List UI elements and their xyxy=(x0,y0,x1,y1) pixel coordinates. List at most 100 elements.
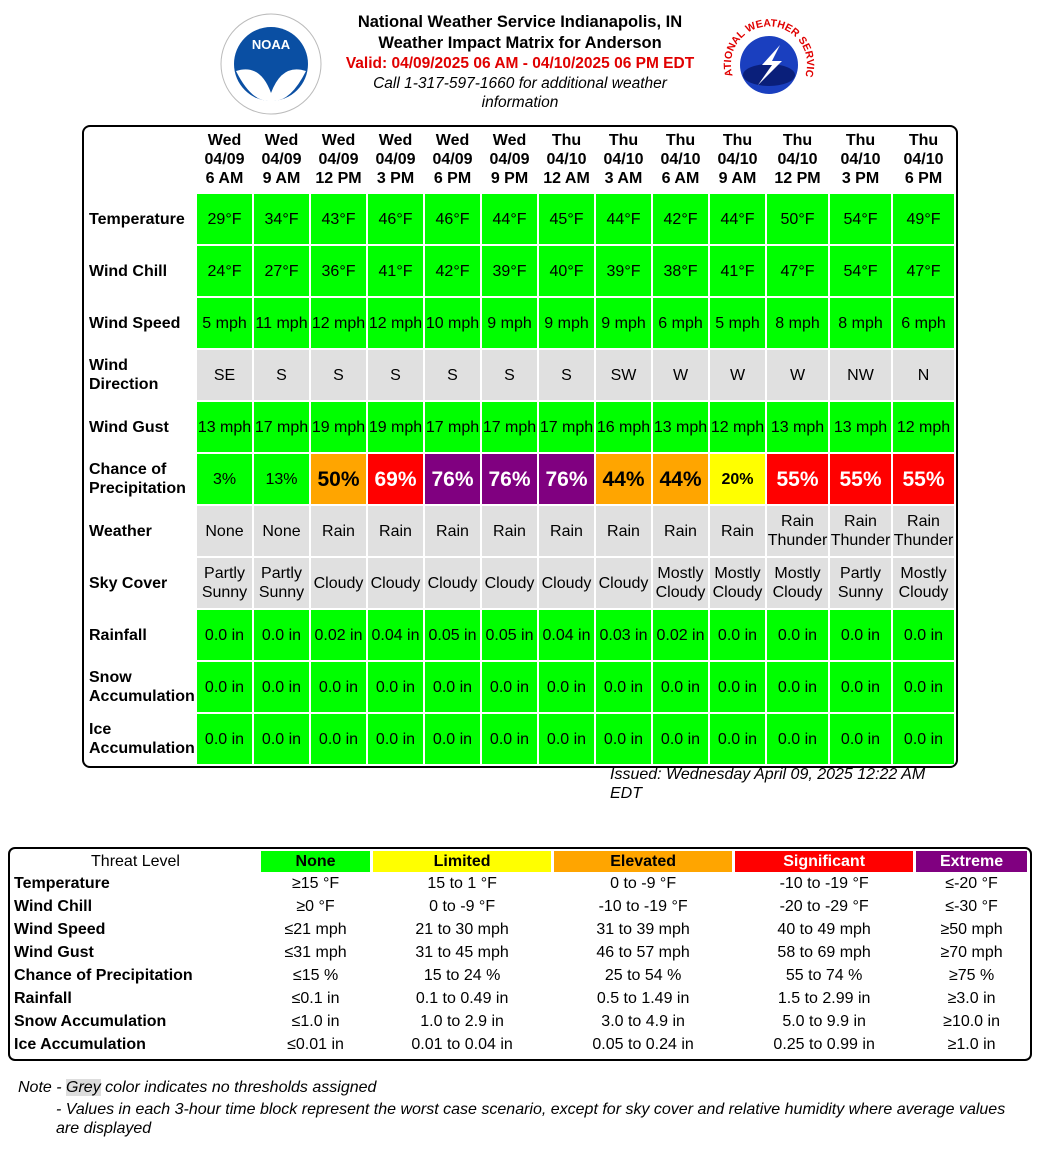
threshold: 0.01 to 0.04 in xyxy=(411,1035,513,1053)
matrix-row: Weather None None Rain Rain Rain Rain Rain Rain R… xyxy=(87,506,954,556)
matrix-cell: 8 mph xyxy=(830,298,891,348)
matrix-cell: 29°F xyxy=(197,194,252,244)
threshold: 31 to 45 mph xyxy=(415,943,509,961)
matrix-cell: 47°F xyxy=(767,246,828,296)
threshold: ≥75 % xyxy=(948,966,995,984)
column-header: Wed 04/09 12 PM xyxy=(311,129,366,192)
column-time: 3 PM xyxy=(841,170,880,187)
matrix-cell: 17 mph xyxy=(539,402,594,452)
column-day: Thu xyxy=(908,132,939,149)
threshold: -10 to -19 °F xyxy=(779,874,869,892)
matrix-cell: 0.0 in xyxy=(254,714,309,764)
matrix-cell: 46°F xyxy=(425,194,480,244)
legend-label: Wind Chill xyxy=(14,897,93,915)
column-header: Thu 04/10 6 PM xyxy=(893,129,954,192)
row-label: Rainfall xyxy=(89,626,147,644)
column-time: 12 PM xyxy=(774,170,821,187)
matrix-cell: 0.0 in xyxy=(539,714,594,764)
matrix-cell: W xyxy=(710,350,765,400)
threat-legend: Threat Level None Limited Elevated Significa… xyxy=(10,851,1030,1056)
matrix-cell: 42°F xyxy=(653,194,708,244)
matrix-cell: 17 mph xyxy=(482,402,537,452)
matrix-cell: None xyxy=(254,506,309,556)
column-header: Wed 04/09 6 AM xyxy=(197,129,252,192)
matrix-cell: 13 mph xyxy=(767,402,828,452)
issued: Issued: Wednesday April 09, 2025 12:22 A… xyxy=(610,766,926,802)
noaa-logo: NOAA xyxy=(220,13,322,115)
matrix-cell: 6 mph xyxy=(893,298,954,348)
matrix-cell: 54°F xyxy=(830,194,891,244)
matrix-cell: 46°F xyxy=(368,194,423,244)
matrix-cell: 10 mph xyxy=(425,298,480,348)
matrix-cell: 0.04 in xyxy=(539,610,594,660)
matrix-cell: Partly Sunny xyxy=(197,558,252,608)
matrix-cell: 0.0 in xyxy=(596,714,651,764)
matrix-cell: 0.0 in xyxy=(482,662,537,712)
column-day: Wed xyxy=(435,132,470,149)
matrix-cell: Rain xyxy=(482,506,537,556)
matrix-cell: 0.0 in xyxy=(830,714,891,764)
threshold: 15 to 1 °F xyxy=(427,874,497,892)
matrix-cell: 0.02 in xyxy=(653,610,708,660)
threat-level: Limited xyxy=(373,851,552,872)
matrix-cell: Rain xyxy=(368,506,423,556)
matrix-row: Wind Direction SE S S S S S S SW W W W NW N xyxy=(87,350,954,400)
matrix-cell: 0.0 in xyxy=(596,662,651,712)
matrix-cell: 41°F xyxy=(368,246,423,296)
matrix-cell: 24°F xyxy=(197,246,252,296)
threshold: 58 to 69 mph xyxy=(777,943,871,961)
legend-title: Threat Level xyxy=(91,852,180,870)
threshold: ≤-20 °F xyxy=(945,874,998,892)
matrix-cell: 12 mph xyxy=(710,402,765,452)
matrix-cell: Cloudy xyxy=(311,558,366,608)
matrix-cell: 55% xyxy=(830,454,891,504)
column-date: 04/10 xyxy=(777,151,818,168)
matrix-row: Wind Gust 13 mph 17 mph 19 mph 19 mph 17 mph 1… xyxy=(87,402,954,452)
column-date: 04/09 xyxy=(318,151,359,168)
row-label: Wind Chill xyxy=(89,262,168,280)
matrix-cell: S xyxy=(368,350,423,400)
legend-row: Wind Chill ≥0 °F 0 to -9 °F -10 to -19 °F -2… xyxy=(13,895,1027,918)
note-detail: - Values in each 3-hour time block repre… xyxy=(56,1101,1006,1137)
threshold: 40 to 49 mph xyxy=(777,920,871,938)
matrix-cell: 0.0 in xyxy=(830,610,891,660)
legend-label: Temperature xyxy=(14,874,110,892)
matrix-cell: 0.0 in xyxy=(767,714,828,764)
threshold: 1.0 to 2.9 in xyxy=(420,1012,504,1030)
matrix-cell: 0.0 in xyxy=(767,610,828,660)
matrix-cell: 0.0 in xyxy=(425,662,480,712)
matrix-cell: S xyxy=(425,350,480,400)
matrix-cell: Cloudy xyxy=(482,558,537,608)
matrix-cell: NW xyxy=(830,350,891,400)
matrix-cell: 55% xyxy=(893,454,954,504)
matrix-cell: Rain Thunder xyxy=(893,506,954,556)
column-day: Thu xyxy=(782,132,813,149)
matrix-cell: Cloudy xyxy=(539,558,594,608)
matrix-cell: 8 mph xyxy=(767,298,828,348)
matrix-cell: 39°F xyxy=(482,246,537,296)
threshold: ≤1.0 in xyxy=(291,1012,340,1030)
column-header: Thu 04/10 3 AM xyxy=(596,129,651,192)
legend-label: Rainfall xyxy=(14,989,72,1007)
column-header: Thu 04/10 12 AM xyxy=(539,129,594,192)
matrix-cell: Rain xyxy=(539,506,594,556)
matrix-cell: 11 mph xyxy=(254,298,309,348)
matrix-cell: 0.0 in xyxy=(653,662,708,712)
matrix-cell: Cloudy xyxy=(425,558,480,608)
column-day: Thu xyxy=(608,132,639,149)
matrix-cell: 41°F xyxy=(710,246,765,296)
matrix-cell: 42°F xyxy=(425,246,480,296)
matrix-cell: 76% xyxy=(482,454,537,504)
header-valid: Valid: 04/09/2025 06 AM - 04/10/2025 06 … xyxy=(345,55,695,72)
column-date: 04/10 xyxy=(903,151,944,168)
matrix-cell: 0.0 in xyxy=(311,662,366,712)
matrix-cell: 47°F xyxy=(893,246,954,296)
threshold: 1.5 to 2.99 in xyxy=(777,989,871,1007)
impact-matrix: Wed 04/09 6 AM Wed 04/09 9 AM Wed 04/09 12 PM Wed… xyxy=(85,127,956,766)
threshold: 0.1 to 0.49 in xyxy=(415,989,509,1007)
matrix-cell: 13 mph xyxy=(830,402,891,452)
matrix-cell: 0.0 in xyxy=(893,714,954,764)
matrix-cell: Rain Thunder xyxy=(767,506,828,556)
matrix-cell: 49°F xyxy=(893,194,954,244)
